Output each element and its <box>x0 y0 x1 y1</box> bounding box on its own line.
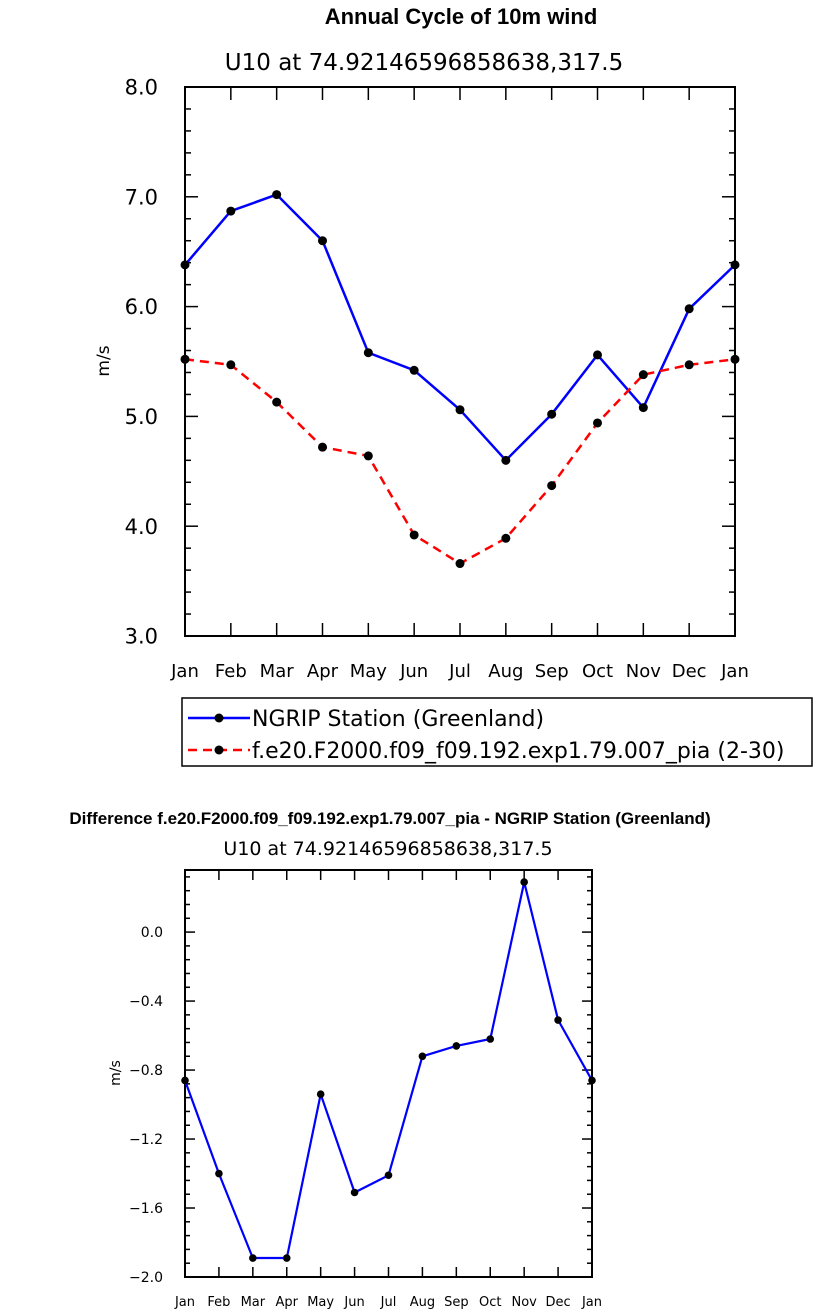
y-tick-label: −0.8 <box>129 1063 163 1079</box>
chart1-plot: 3.0 4.0 5.0 6.0 7.0 8.0 Jan Feb Mar Apr May Jun Jul A… <box>125 76 749 682</box>
data-point <box>501 533 511 543</box>
data-point <box>730 354 740 364</box>
plot-frame <box>184 86 736 637</box>
chart2-ylabel: m/s <box>108 1060 124 1086</box>
data-point <box>486 1035 495 1043</box>
y-tick-label: 3.0 <box>125 625 158 649</box>
data-point <box>282 1254 291 1262</box>
y-tick-label: −2.0 <box>129 1270 163 1286</box>
data-point <box>215 1169 223 1178</box>
x-tick-label: Nov <box>626 661 661 682</box>
data-point <box>684 360 694 370</box>
chart1-ylabel: m/s <box>94 345 114 376</box>
x-tick-label: Apr <box>276 1295 299 1310</box>
chart2-plot: −2.0 −1.6 −1.2 −0.8 −0.4 0.0 Jan Feb Mar Apr May Ju… <box>129 869 602 1310</box>
data-point <box>593 418 602 428</box>
x-tick-label: Aug <box>410 1295 435 1310</box>
chart1-title: Annual Cycle of 10m wind <box>325 4 598 29</box>
data-point <box>226 360 236 370</box>
y-tick-label: −0.4 <box>129 994 163 1010</box>
data-point <box>363 451 373 461</box>
x-tick-label: Dec <box>672 661 707 682</box>
x-tick-label: Jan <box>170 661 199 682</box>
data-point <box>520 878 528 886</box>
data-point <box>455 559 465 569</box>
data-point <box>638 370 648 380</box>
data-point <box>730 260 740 270</box>
x-tick-label: Feb <box>215 661 247 682</box>
x-tick-label: Feb <box>207 1295 230 1310</box>
y-tick-label: 4.0 <box>125 515 158 539</box>
data-point <box>384 1171 393 1180</box>
legend-label-model: f.e20.F2000.f09_f09.192.exp1.79.007_pia … <box>252 739 785 764</box>
y-tick-label: 8.0 <box>125 76 158 100</box>
x-tick-label: Jun <box>399 661 428 682</box>
data-point <box>588 1076 596 1085</box>
y-tick-label: −1.6 <box>129 1201 163 1217</box>
legend-marker-ngrip <box>214 713 224 723</box>
chart1-subtitle: U10 at 74.92146596858638,317.5 <box>225 50 623 76</box>
x-tick-label: Apr <box>307 661 339 682</box>
x-tick-label: Oct <box>582 661 613 682</box>
chart2-subtitle: U10 at 74.92146596858638,317.5 <box>223 838 552 860</box>
data-point <box>363 348 373 358</box>
series-line-0 <box>184 193 736 462</box>
x-tick-label: Aug <box>488 661 523 682</box>
data-point <box>547 481 557 491</box>
y-tick-label: −1.2 <box>129 1132 163 1148</box>
chart1-legend: NGRIP Station (Greenland) f.e20.F2000.f0… <box>181 697 813 767</box>
x-tick-label: Sep <box>535 661 569 682</box>
data-point <box>409 530 419 540</box>
x-tick-label: Jul <box>380 1295 397 1310</box>
legend-label-ngrip: NGRIP Station (Greenland) <box>252 707 544 732</box>
data-point <box>318 236 327 246</box>
data-point <box>181 1076 189 1085</box>
x-tick-label: Jun <box>343 1295 364 1310</box>
data-point <box>684 304 694 314</box>
data-point <box>350 1188 359 1197</box>
data-point <box>554 1016 562 1024</box>
data-point <box>316 1090 325 1098</box>
x-tick-label: Mar <box>260 661 295 682</box>
x-tick-label: May <box>350 661 388 682</box>
data-point <box>452 1042 461 1050</box>
data-point <box>593 350 602 360</box>
legend-box <box>181 697 813 767</box>
x-tick-label: May <box>307 1295 334 1310</box>
x-tick-label: Jan <box>174 1295 195 1310</box>
x-tick-label: Jul <box>448 661 471 682</box>
data-point <box>272 190 282 200</box>
x-tick-label: Sep <box>444 1295 469 1310</box>
plot-frame <box>184 869 593 1278</box>
data-point <box>638 403 648 413</box>
x-tick-label: Jan <box>720 661 749 682</box>
data-point <box>409 365 419 375</box>
data-point <box>318 442 327 452</box>
y-tick-label: 0.0 <box>141 925 163 941</box>
x-tick-label: Dec <box>546 1295 571 1310</box>
data-point <box>501 455 511 465</box>
data-point <box>180 260 190 270</box>
x-tick-label: Oct <box>479 1295 501 1310</box>
data-point <box>455 405 465 415</box>
y-tick-label: 5.0 <box>125 405 158 429</box>
data-point <box>226 206 236 216</box>
series-line-0 <box>183 880 593 1260</box>
x-tick-label: Mar <box>241 1295 266 1310</box>
data-point <box>180 354 190 364</box>
y-tick-label: 7.0 <box>125 185 158 209</box>
chart2-title: Difference f.e20.F2000.f09_f09.192.exp1.… <box>69 809 710 828</box>
data-point <box>249 1254 257 1262</box>
legend-marker-model <box>214 745 224 755</box>
y-tick-label: 6.0 <box>125 295 158 319</box>
data-point <box>418 1052 427 1061</box>
x-tick-label: Nov <box>511 1295 537 1310</box>
x-tick-label: Jan <box>581 1295 602 1310</box>
data-point <box>547 409 557 419</box>
data-point <box>272 397 282 407</box>
